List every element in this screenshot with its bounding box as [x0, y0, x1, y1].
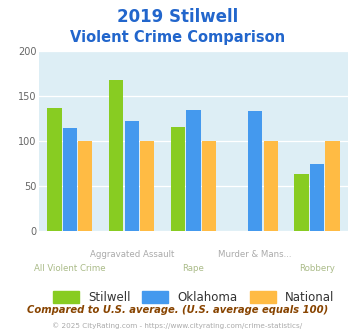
Bar — [63, 128, 77, 231]
Bar — [78, 141, 93, 231]
Text: Violent Crime Comparison: Violent Crime Comparison — [70, 30, 285, 45]
Bar — [248, 112, 262, 231]
Bar — [325, 141, 340, 231]
Bar — [186, 110, 201, 231]
Text: © 2025 CityRating.com - https://www.cityrating.com/crime-statistics/: © 2025 CityRating.com - https://www.city… — [53, 323, 302, 329]
Text: All Violent Crime: All Violent Crime — [34, 264, 106, 273]
Bar — [140, 141, 154, 231]
Bar — [294, 174, 309, 231]
Text: Murder & Mans...: Murder & Mans... — [218, 250, 292, 259]
Bar — [263, 141, 278, 231]
Text: 2019 Stilwell: 2019 Stilwell — [117, 8, 238, 26]
Bar — [310, 164, 324, 231]
Text: Rape: Rape — [182, 264, 204, 273]
Bar — [171, 127, 185, 231]
Text: Aggravated Assault: Aggravated Assault — [89, 250, 174, 259]
Bar — [109, 80, 124, 231]
Text: Compared to U.S. average. (U.S. average equals 100): Compared to U.S. average. (U.S. average … — [27, 305, 328, 315]
Legend: Stilwell, Oklahoma, National: Stilwell, Oklahoma, National — [48, 286, 339, 309]
Bar — [47, 108, 62, 231]
Bar — [125, 121, 139, 231]
Text: Robbery: Robbery — [299, 264, 335, 273]
Bar — [202, 141, 216, 231]
